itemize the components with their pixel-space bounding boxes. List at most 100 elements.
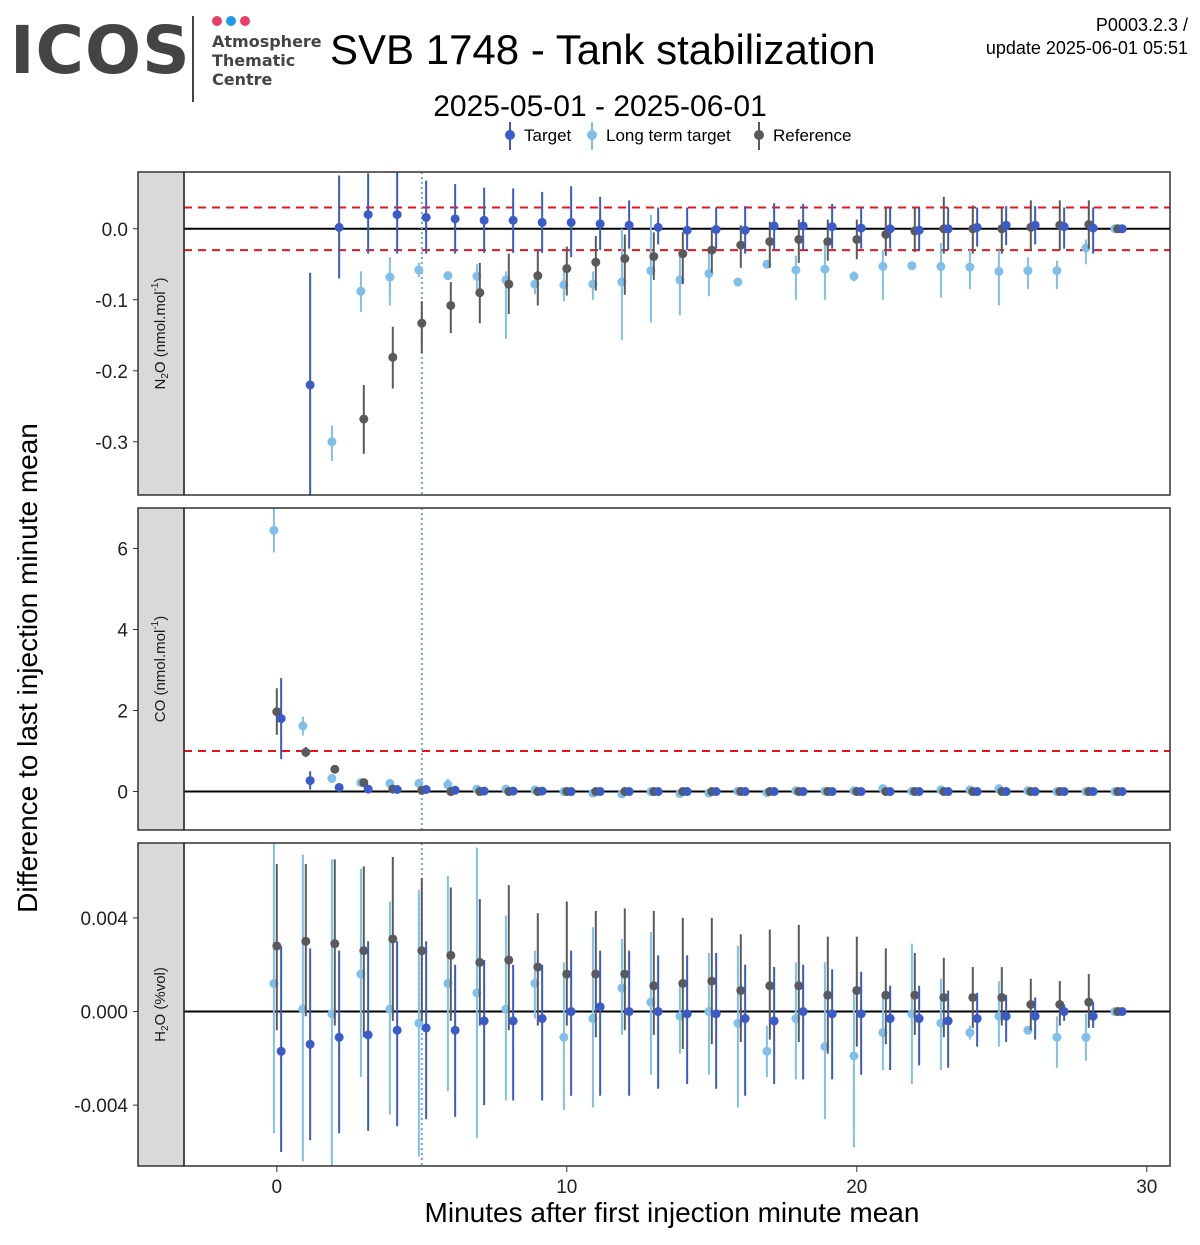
reference-point	[649, 251, 659, 261]
target-point	[711, 225, 721, 235]
long_term_target-point	[385, 272, 395, 282]
reference-point	[736, 240, 746, 250]
target-point	[914, 1014, 924, 1024]
reference-point	[533, 271, 543, 281]
logo-dot-2	[226, 16, 236, 26]
target-point	[334, 1032, 344, 1042]
reference-point	[330, 764, 340, 774]
target-point	[508, 1016, 518, 1026]
target-point	[276, 714, 286, 724]
target-point	[769, 221, 779, 231]
panel-2: H2O (%vol) 0.004 0.000 -0.004	[74, 842, 1171, 1167]
target-point	[914, 225, 924, 235]
long_term_target-point	[1023, 266, 1033, 276]
reference-point	[562, 264, 572, 274]
reference-point	[1084, 997, 1094, 1007]
reference-point	[794, 234, 804, 244]
target-point	[363, 210, 373, 220]
y-tick-label: -0.2	[95, 362, 128, 383]
target-point	[740, 1014, 750, 1024]
y-tick-label: -0.004	[74, 1096, 128, 1117]
target-point	[305, 776, 315, 786]
reference-point	[475, 957, 485, 967]
y-tick-label: 0	[117, 783, 128, 804]
target-point	[740, 787, 750, 797]
target-point	[595, 1002, 605, 1012]
reference-point	[707, 245, 717, 255]
reference-point	[678, 978, 688, 988]
target-point	[1088, 787, 1098, 797]
reference-point	[417, 946, 427, 956]
target-point	[1088, 1011, 1098, 1021]
reference-point	[330, 939, 340, 949]
reference-point	[1026, 1000, 1036, 1009]
target-point	[1001, 787, 1011, 797]
long_term_target-point	[849, 271, 859, 281]
target-point	[769, 1016, 779, 1026]
target-point	[566, 217, 576, 227]
page-subtitle: 2025-05-01 - 2025-06-01	[433, 90, 767, 123]
long_term_target-point	[327, 437, 337, 447]
update-timestamp: update 2025-06-01 05:51	[985, 38, 1188, 58]
long_term_target-point	[414, 265, 424, 275]
target-point	[1117, 1007, 1127, 1017]
target-point	[421, 784, 431, 794]
icos-logo-text: ICOS	[10, 12, 191, 89]
reference-point	[359, 778, 369, 788]
reference-point	[272, 707, 282, 717]
target-point	[392, 210, 402, 220]
target-point	[682, 787, 692, 797]
long_term_target-point	[269, 525, 279, 535]
target-point	[392, 1025, 402, 1035]
reference-point	[678, 249, 688, 259]
target-point	[566, 787, 576, 797]
reference-point	[765, 237, 775, 247]
y-tick-label: 0.0	[102, 220, 128, 241]
reference-point	[736, 985, 746, 995]
target-point	[305, 1039, 315, 1049]
facet-strip-label: H2O (%vol)	[152, 967, 171, 1042]
target-point	[1030, 1011, 1040, 1021]
page-title: SVB 1748 - Tank stabilization	[330, 26, 876, 73]
x-tick-label: 30	[1136, 1177, 1157, 1198]
target-point	[653, 1007, 663, 1017]
target-point	[856, 787, 866, 797]
reference-point	[649, 981, 659, 991]
x-tick-label: 10	[556, 1177, 577, 1198]
target-point	[566, 1007, 576, 1017]
legend-label: Reference	[773, 126, 851, 145]
x-tick-label: 0	[272, 1177, 283, 1198]
reference-point	[765, 981, 775, 991]
long_term_target-point	[878, 261, 888, 271]
long_term_target-point	[327, 774, 337, 784]
reference-point	[591, 969, 601, 979]
reference-point	[881, 990, 891, 1000]
version-code: P0003.2.3 /	[1095, 15, 1188, 35]
target-point	[1059, 1007, 1069, 1017]
y-tick-label: 0.000	[80, 1003, 128, 1024]
target-point	[972, 1014, 982, 1024]
target-point	[624, 1007, 634, 1017]
target-point	[740, 225, 750, 235]
target-point	[1088, 223, 1098, 233]
target-point	[421, 1023, 431, 1033]
target-point	[392, 784, 402, 794]
long_term_target-point	[1052, 1032, 1062, 1042]
long_term_target-point	[414, 1018, 424, 1028]
target-point	[537, 786, 547, 796]
target-point	[363, 784, 373, 794]
facet-strip	[137, 507, 185, 831]
reference-point	[852, 985, 862, 995]
logo-dot-3	[240, 16, 250, 26]
legend-key-point	[587, 130, 597, 140]
x-axis-title: Minutes after first injection minute mea…	[425, 1197, 920, 1228]
reference-point	[591, 257, 601, 267]
y-axis-title: Difference to last injection minute mean	[12, 423, 43, 913]
target-point	[305, 380, 315, 390]
target-point	[1001, 1011, 1011, 1021]
target-point	[827, 222, 837, 232]
target-point	[363, 1030, 373, 1040]
target-point	[450, 1025, 460, 1035]
target-point	[334, 222, 344, 232]
